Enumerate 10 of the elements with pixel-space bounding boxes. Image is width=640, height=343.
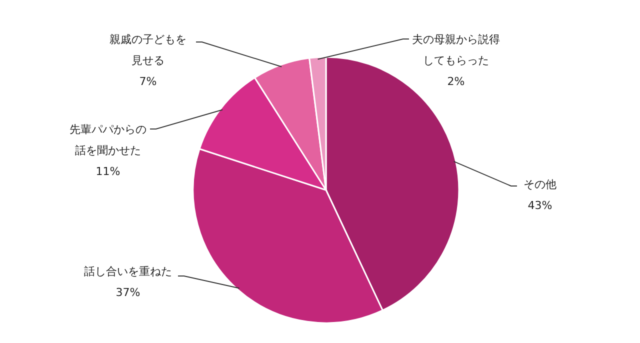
slice-label: 親戚の子どもを見せる xyxy=(110,33,186,67)
slice-label: 先輩パパからの話を聞かせた xyxy=(70,123,146,157)
data-label: 2% xyxy=(447,75,465,88)
data-label: 43% xyxy=(528,199,552,212)
data-label: 11% xyxy=(96,165,120,178)
slice-label: 話し合いを重ねた xyxy=(84,265,172,278)
data-label: 37% xyxy=(116,286,140,299)
slice-label: 夫の母親から説得してもらった xyxy=(412,33,500,67)
slice-label: その他 xyxy=(524,178,556,191)
data-label: 7% xyxy=(139,75,157,88)
